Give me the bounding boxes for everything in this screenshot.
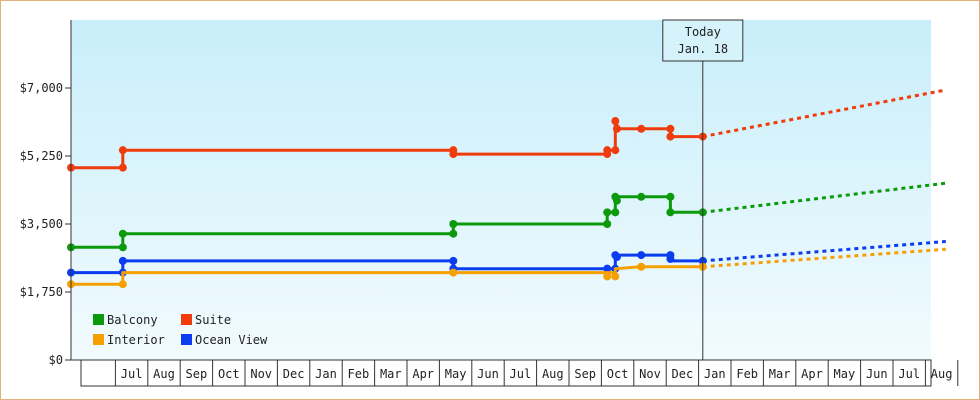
data-point xyxy=(637,262,646,271)
legend-label: Balcony xyxy=(107,313,158,327)
data-point xyxy=(118,229,127,238)
x-tick-label: Mar xyxy=(769,367,791,381)
data-point xyxy=(449,229,458,238)
data-point xyxy=(449,150,458,159)
x-tick-label: Sep xyxy=(186,367,208,381)
data-point xyxy=(611,208,620,217)
data-point xyxy=(603,220,612,228)
today-label: Today xyxy=(685,25,721,39)
x-tick-label: Aug xyxy=(931,367,953,381)
data-point xyxy=(612,196,621,205)
forecast-line-ocean-view xyxy=(702,239,946,263)
x-tick-label: Aug xyxy=(153,367,175,381)
data-point xyxy=(603,146,612,155)
legend-label: Ocean View xyxy=(195,333,268,347)
data-point xyxy=(612,253,621,262)
forecast-line-suite xyxy=(702,88,947,139)
data-point xyxy=(118,163,127,172)
x-tick-label: May xyxy=(445,367,467,381)
data-point xyxy=(666,124,675,133)
legend-swatch xyxy=(93,334,104,345)
plot-background xyxy=(71,20,931,360)
data-point xyxy=(637,251,646,260)
legend-swatch xyxy=(93,314,104,325)
forecast-line-balcony xyxy=(702,181,946,214)
x-tick-label: Jun xyxy=(477,367,499,381)
data-point xyxy=(118,280,127,289)
today-date: Jan. 18 xyxy=(678,42,729,56)
data-point xyxy=(611,272,620,281)
x-tick-label: Jun xyxy=(866,367,888,381)
x-tick-label: Nov xyxy=(639,367,661,381)
y-tick-label: $7,000 xyxy=(20,81,63,95)
legend-label: Interior xyxy=(107,333,165,347)
month-strip xyxy=(80,359,932,387)
data-point xyxy=(118,256,127,265)
x-tick-label: Feb xyxy=(736,367,758,381)
x-tick-label: May xyxy=(834,367,856,381)
y-tick-label: $5,250 xyxy=(20,149,63,163)
x-tick-label: Apr xyxy=(412,367,434,381)
x-tick-label: Dec xyxy=(672,367,694,381)
data-point xyxy=(637,124,646,133)
x-tick-label: Oct xyxy=(607,367,629,381)
legend-swatch xyxy=(181,334,192,345)
x-tick-label: Dec xyxy=(283,367,305,381)
data-point xyxy=(611,117,620,126)
x-tick-label: Oct xyxy=(218,367,240,381)
x-tick-label: Aug xyxy=(542,367,564,381)
legend-swatch xyxy=(181,314,192,325)
x-tick-label: Feb xyxy=(348,367,370,381)
forecast-line-interior xyxy=(702,247,946,269)
data-point xyxy=(118,243,127,252)
y-tick-label: $3,500 xyxy=(20,217,63,231)
x-tick-label: Jan xyxy=(315,367,337,381)
data-point xyxy=(603,208,612,217)
data-point xyxy=(637,192,646,201)
x-tick-label: Apr xyxy=(801,367,823,381)
y-tick-label: $0 xyxy=(49,353,63,367)
data-point xyxy=(603,272,612,281)
data-point xyxy=(449,256,458,265)
data-point xyxy=(603,264,612,273)
data-point xyxy=(449,268,458,277)
data-point xyxy=(666,132,675,141)
today-box xyxy=(662,19,744,62)
data-point xyxy=(666,254,675,263)
x-tick-label: Sep xyxy=(574,367,596,381)
x-tick-label: Jul xyxy=(510,367,532,381)
data-point xyxy=(611,146,620,155)
x-tick-label: Jul xyxy=(121,367,143,381)
data-point xyxy=(666,192,675,201)
y-tick-label: $1,750 xyxy=(20,285,63,299)
data-point xyxy=(449,220,458,228)
x-tick-label: Jan xyxy=(704,367,726,381)
data-point xyxy=(666,208,675,217)
data-point xyxy=(612,124,621,133)
x-tick-label: Mar xyxy=(380,367,402,381)
x-tick-label: Nov xyxy=(250,367,272,381)
x-tick-label: Jul xyxy=(898,367,920,381)
data-point xyxy=(118,146,127,155)
legend-label: Suite xyxy=(195,313,231,327)
